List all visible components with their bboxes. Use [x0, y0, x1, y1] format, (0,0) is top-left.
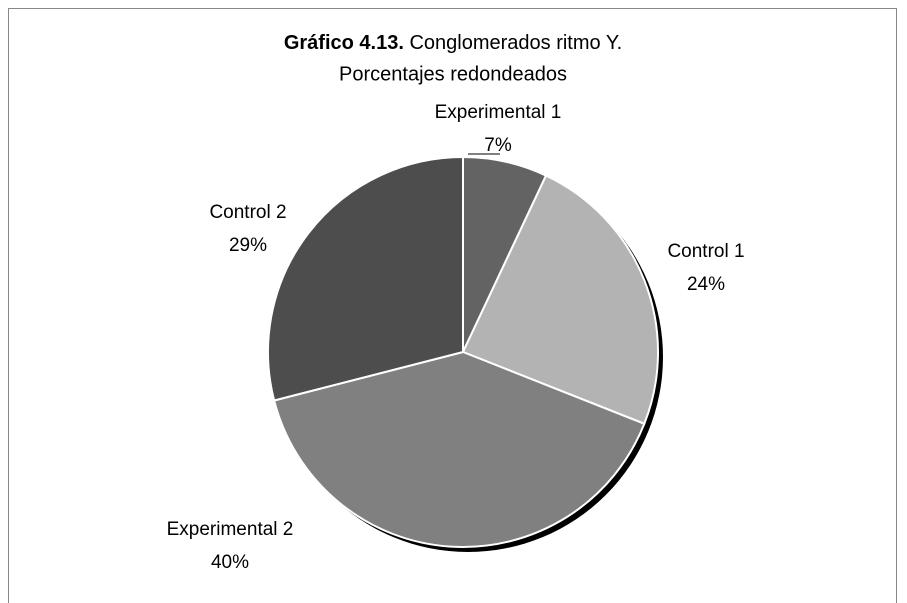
slice-value-label: 24%	[687, 274, 725, 295]
slice-value-label: 29%	[229, 235, 267, 256]
slice-label: Control 2	[209, 202, 286, 223]
slice-value-label: 7%	[484, 135, 512, 156]
title-label: Gráfico 4.13.	[284, 32, 404, 54]
chart-title: Gráfico 4.13. Conglomerados ritmo Y.	[284, 32, 622, 54]
slice-value-label: 40%	[211, 552, 249, 573]
pie-slice	[461, 174, 659, 426]
pie-slice	[272, 350, 646, 548]
slice-label: Experimental 1	[435, 102, 562, 123]
slice-label: Control 1	[667, 241, 744, 262]
title-text: Conglomerados ritmo Y.	[409, 32, 622, 54]
slice-label: Experimental 2	[167, 519, 294, 540]
chart-subtitle: Porcentajes redondeados	[339, 63, 567, 85]
pie-slice	[267, 155, 464, 402]
